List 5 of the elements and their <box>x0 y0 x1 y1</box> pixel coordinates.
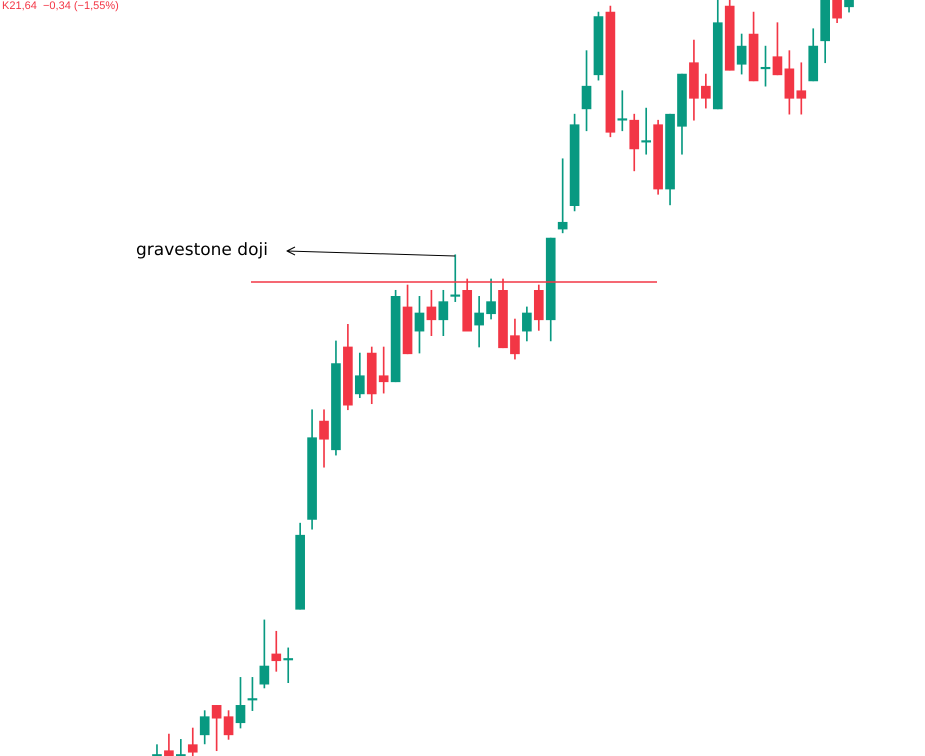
annotation: gravestone doji <box>136 240 268 260</box>
candlestick <box>248 677 258 711</box>
text: K21,64 −0,34 (−1,55%) <box>2 0 119 12</box>
candlestick <box>760 46 770 87</box>
candlestick <box>152 744 162 756</box>
